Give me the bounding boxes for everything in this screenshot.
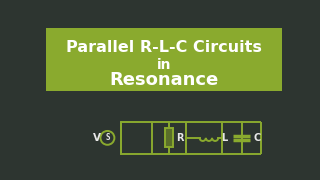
Text: R: R xyxy=(176,133,184,143)
Bar xyxy=(46,28,282,91)
Text: V: V xyxy=(92,133,100,143)
Text: C: C xyxy=(253,133,260,143)
Text: Resonance: Resonance xyxy=(109,71,219,89)
Text: Parallel R-L-C Circuits: Parallel R-L-C Circuits xyxy=(66,39,262,55)
Text: S: S xyxy=(105,133,110,142)
Text: in: in xyxy=(157,58,171,73)
Text: L: L xyxy=(221,133,228,143)
Bar xyxy=(165,128,173,147)
